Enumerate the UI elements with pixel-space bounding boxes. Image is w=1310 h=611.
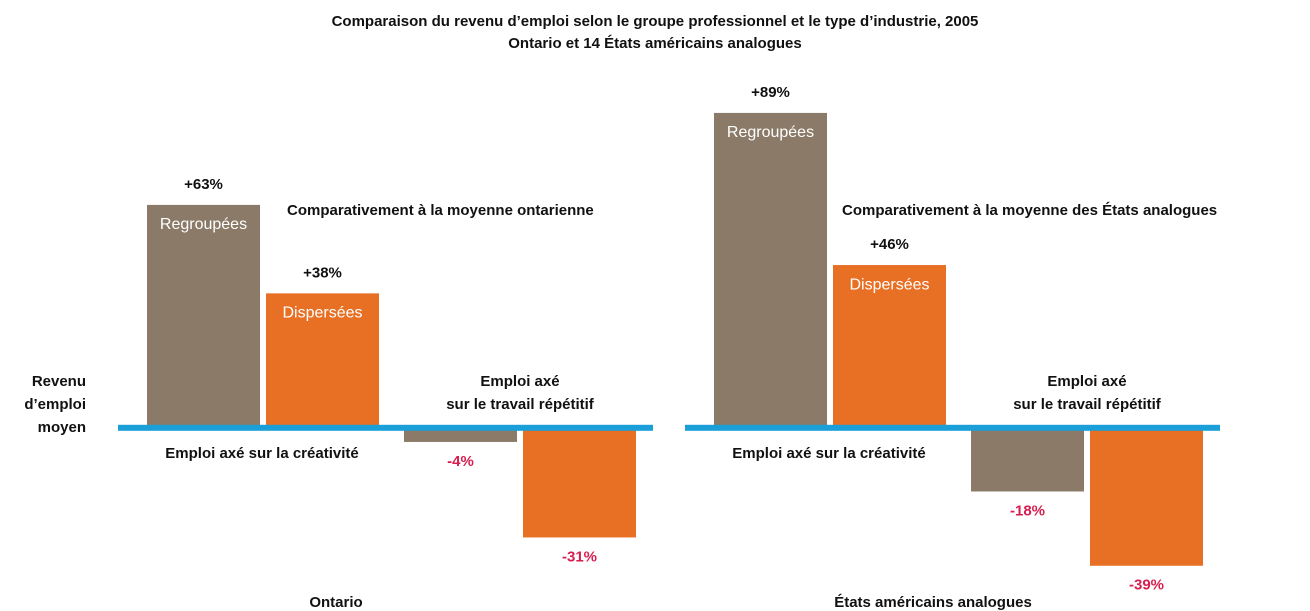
bar xyxy=(147,204,260,428)
legend-label: Dispersées xyxy=(849,276,929,293)
data-label: +89% xyxy=(751,84,790,101)
category-label: Emploi axé sur la créativité xyxy=(165,445,358,462)
chart-title: Comparaison du revenu d’emploi selon le … xyxy=(332,13,979,30)
data-label: +63% xyxy=(184,176,223,193)
bar xyxy=(971,427,1084,492)
panel-label: États américains analogues xyxy=(834,594,1032,611)
category-label: Emploi axé sur le travail répétitif xyxy=(446,373,595,413)
category-label: Emploi axé sur la créativité xyxy=(732,445,925,462)
panel-note: Comparativement à la moyenne des États a… xyxy=(842,202,1217,219)
data-label: -39% xyxy=(1129,577,1164,594)
category-label: Emploi axé sur le travail répétitif xyxy=(1013,373,1162,413)
bar xyxy=(1090,427,1203,566)
bar xyxy=(523,427,636,538)
y-axis-label: Revenu d’emploi moyen xyxy=(24,373,86,436)
chart-subtitle: Ontario et 14 États américains analogues xyxy=(508,35,801,52)
bar xyxy=(266,293,379,428)
bar xyxy=(404,427,517,442)
data-label: +38% xyxy=(303,264,342,281)
legend-label: Regroupées xyxy=(727,124,814,141)
data-label: -4% xyxy=(447,453,474,470)
panel-note: Comparativement à la moyenne ontarienne xyxy=(287,202,594,219)
baseline xyxy=(118,424,653,431)
data-label: -18% xyxy=(1010,502,1045,519)
data-label: -31% xyxy=(562,548,597,565)
legend-label: Dispersées xyxy=(282,305,362,322)
bar xyxy=(714,112,827,428)
legend-label: Regroupées xyxy=(160,216,247,233)
data-label: +46% xyxy=(870,236,909,253)
panel-label: Ontario xyxy=(309,594,362,611)
baseline xyxy=(685,424,1220,431)
bar xyxy=(833,265,946,428)
